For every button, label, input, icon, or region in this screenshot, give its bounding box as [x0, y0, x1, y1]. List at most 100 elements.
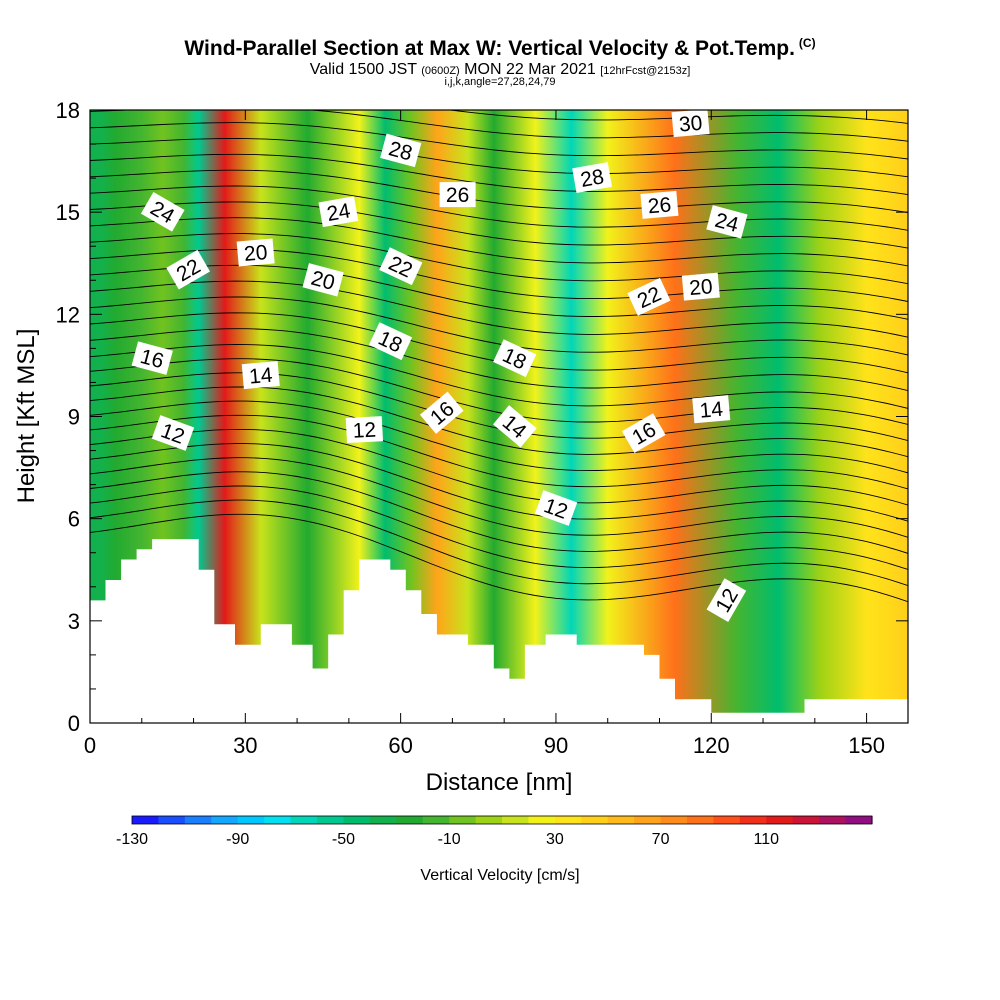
theta-label-text: 20 [243, 241, 268, 266]
theta-label-text: 14 [248, 364, 274, 389]
theta-label-bg [318, 196, 359, 228]
theta-label: 24 [318, 196, 359, 228]
theta-label-bg [241, 361, 280, 390]
theta-label-text: 24 [325, 199, 352, 226]
y-tick-label: 12 [56, 302, 80, 327]
theta-label-text: 26 [446, 184, 469, 207]
colorbar-swatch [739, 816, 767, 824]
theta-contours [90, 75, 908, 603]
y-tick-label: 0 [68, 711, 80, 736]
chart-title: Wind-Parallel Section at Max W: Vertical… [0, 36, 1000, 61]
valid-date: MON 22 Mar 2021 [464, 61, 596, 78]
theta-label-text: 26 [647, 193, 672, 218]
theta-label-text: 12 [352, 419, 377, 443]
velocity-shading [90, 110, 908, 723]
theta-label: 12 [534, 490, 578, 526]
theta-label-bg [379, 247, 423, 286]
theta-label: 26 [439, 182, 476, 208]
colorbar-tick-label: -130 [116, 831, 148, 848]
theta-label-bg [140, 191, 185, 232]
theta-label-bg [419, 391, 464, 434]
theta-label: 16 [131, 341, 173, 375]
theta-label: 12 [345, 416, 384, 444]
colorbar-swatch [607, 816, 635, 824]
theta-label-bg [439, 182, 476, 208]
y-tick-label: 18 [56, 98, 80, 123]
colorbar-swatch [396, 816, 424, 824]
theta-label-text: 28 [579, 165, 606, 192]
theta-contour-line [90, 201, 908, 249]
theta-label-bg [151, 415, 195, 451]
theta-label-bg [706, 205, 748, 239]
theta-label-text: 14 [699, 398, 725, 423]
colorbar-swatch [449, 816, 477, 824]
terrain-fill [90, 539, 908, 723]
colorbar-swatch [264, 816, 292, 824]
colorbar-frame [131, 815, 873, 825]
theta-label-bg [692, 395, 731, 424]
theta-contour-line [90, 485, 908, 570]
theta-label: 14 [241, 361, 280, 390]
colorbar-swatch [290, 816, 318, 824]
theta-label-bg [621, 413, 666, 453]
theta-label-bg [492, 405, 537, 448]
theta-contour-line [90, 75, 908, 106]
theta-contour-line [90, 513, 908, 603]
theta-contour-line [90, 414, 908, 490]
theta-contour-line [90, 169, 908, 213]
colorbar-swatch [502, 816, 530, 824]
theta-contour-line [90, 217, 908, 267]
colorbar-tick-label: -50 [332, 831, 355, 848]
theta-label: 20 [681, 272, 720, 301]
theta-label-bg [640, 190, 679, 219]
y-tick-label: 6 [68, 507, 80, 532]
velocity-field [90, 110, 908, 723]
copyright-mark: (C) [798, 36, 816, 50]
theta-label-bg [493, 339, 537, 378]
theta-contour-line [90, 386, 908, 458]
colorbar-tick-label: 30 [546, 831, 564, 848]
valid-utc: (0600Z) [421, 65, 460, 77]
colorbar-swatch [554, 816, 582, 824]
theta-contour-line [90, 344, 908, 409]
colorbar-swatch [634, 816, 662, 824]
theta-contour-line [90, 358, 908, 425]
x-tick-label: 120 [693, 733, 730, 758]
theta-contour-line [90, 400, 908, 474]
theta-label-text: 20 [688, 275, 713, 300]
y-axis-title: Height [Kft MSL] [13, 329, 40, 504]
chart-title-text: Wind-Parallel Section at Max W: Vertical… [184, 37, 795, 60]
theta-label-bg [627, 277, 671, 316]
colorbar: -130 -90 -50 -10 30 70 110 [116, 815, 873, 848]
colorbar-swatch [528, 816, 556, 824]
theta-contour-line [90, 457, 908, 538]
y-tick-label: 3 [68, 609, 80, 634]
theta-label: 18 [368, 322, 413, 361]
valid-time: Valid 1500 JST [309, 61, 417, 78]
theta-contour-line [90, 138, 908, 178]
colorbar-swatch [317, 816, 345, 824]
theta-label: 26 [640, 190, 679, 219]
x-tick-label: 60 [388, 733, 412, 758]
theta-contour-line [90, 264, 908, 320]
theta-contour-line [90, 185, 908, 231]
axes: 0 30 60 90 120 150 0 3 6 9 12 15 18 [56, 98, 908, 758]
theta-label-bg [380, 133, 422, 168]
theta-label-bg [166, 249, 210, 290]
colorbar-swatch [792, 816, 820, 824]
colorbar-swatch [184, 816, 212, 824]
y-tick-label: 9 [68, 405, 80, 430]
y-tick-label: 15 [56, 200, 80, 225]
grid-index-info: i,j,k,angle=27,28,24,79 [444, 76, 556, 88]
theta-contour-line [90, 471, 908, 554]
theta-contour-line [90, 110, 908, 142]
theta-contour-line [90, 280, 908, 338]
colorbar-swatch [581, 816, 609, 824]
colorbar-title: Vertical Velocity [cm/s] [420, 867, 579, 884]
colorbar-tick-label: -90 [226, 831, 249, 848]
colorbar-swatch [660, 816, 688, 824]
theta-label-bg [368, 322, 413, 361]
colorbar-swatch [369, 816, 397, 824]
theta-contour-line [90, 122, 908, 160]
theta-label: 30 [671, 110, 710, 138]
